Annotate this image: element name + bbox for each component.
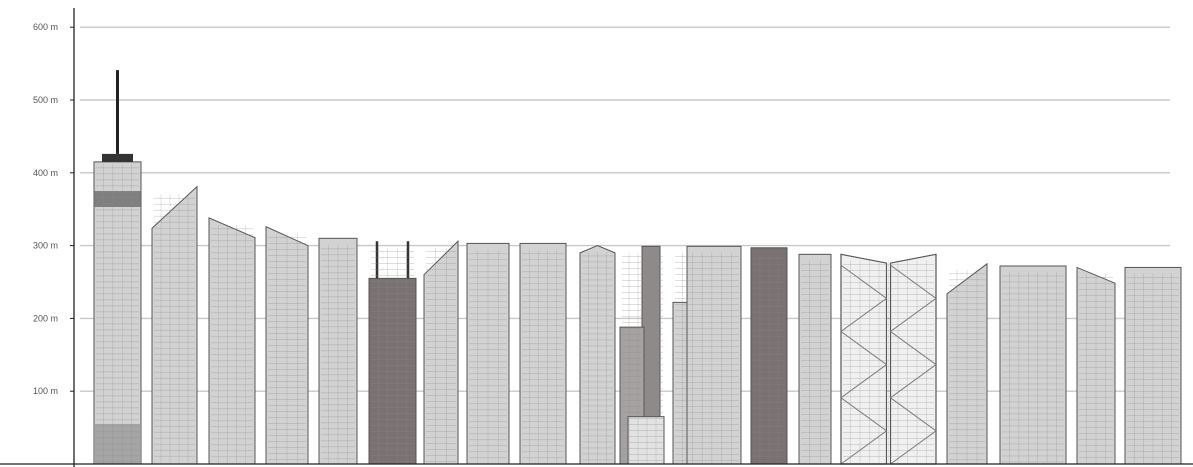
building-13 [750, 247, 788, 465]
y-axis [0, 8, 1193, 467]
building-10 [579, 245, 616, 465]
buildings [93, 70, 1182, 465]
y-tick-label: 500 m [33, 95, 58, 105]
building-14 [798, 253, 832, 465]
y-tick-label: 300 m [33, 241, 58, 251]
building-8 [466, 242, 510, 465]
building-16 [946, 262, 988, 465]
building-15 [840, 253, 937, 465]
building-5 [318, 237, 358, 465]
building-18 [1076, 266, 1116, 465]
building-7 [423, 240, 459, 465]
building-3 [208, 217, 256, 465]
building-11 [619, 245, 665, 465]
building-6 [368, 241, 417, 465]
building-19 [1124, 266, 1182, 465]
y-tick-label: 400 m [33, 168, 58, 178]
y-tick-label: 200 m [33, 313, 58, 323]
y-tick-labels: 100 m 200 m 300 m 400 m 500 m 600 m [33, 22, 58, 396]
building-17 [999, 265, 1067, 465]
building-4 [265, 225, 309, 465]
grid-lines [70, 26, 1170, 392]
y-tick-label: 100 m [33, 386, 58, 396]
building-1 [93, 70, 142, 465]
y-tick-label: 600 m [33, 22, 58, 32]
building-9 [519, 242, 567, 465]
building-2 [151, 185, 198, 465]
building-12 [672, 245, 742, 465]
